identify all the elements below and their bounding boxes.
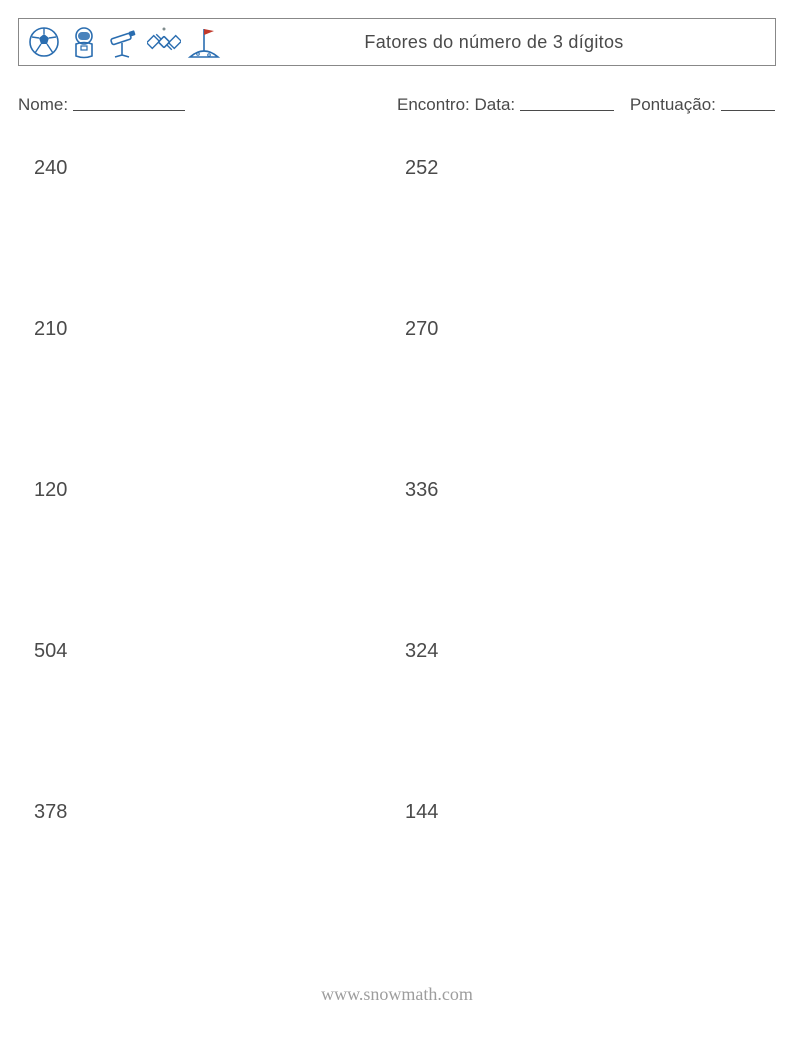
name-label: Nome:: [18, 95, 68, 114]
soccer-ball-icon: [27, 25, 61, 59]
problem-cell: 120: [34, 479, 405, 502]
header-box: Fatores do número de 3 dígitos: [18, 18, 776, 66]
telescope-icon: [107, 25, 141, 59]
date-prefix: Encontro:: [397, 95, 470, 114]
info-row: Nome: Encontro: Data: Pontuação:: [18, 92, 776, 115]
problem-cell: 378: [34, 801, 405, 824]
problem-cell: 324: [405, 640, 776, 663]
score-label: Pontuação:: [630, 95, 716, 114]
date-field: Encontro: Data:: [397, 92, 614, 115]
name-blank: [73, 93, 185, 111]
astronaut-icon: [67, 25, 101, 59]
header-icons: [27, 25, 221, 59]
score-blank: [721, 93, 775, 111]
moon-flag-icon: [187, 25, 221, 59]
footer-watermark: www.snowmath.com: [0, 984, 794, 1005]
score-field: Pontuação:: [630, 92, 775, 115]
problem-cell: 504: [34, 640, 405, 663]
name-field: Nome:: [18, 92, 397, 115]
problems-grid: 240 252 210 270 120 336 504 324 378 144: [18, 157, 776, 824]
date-blank: [520, 93, 614, 111]
problem-cell: 270: [405, 318, 776, 341]
problem-cell: 252: [405, 157, 776, 180]
problem-cell: 240: [34, 157, 405, 180]
problem-cell: 210: [34, 318, 405, 341]
satellite-icon: [147, 25, 181, 59]
date-label: Data:: [475, 95, 516, 114]
problem-cell: 144: [405, 801, 776, 824]
worksheet-title: Fatores do número de 3 dígitos: [221, 32, 767, 53]
problem-cell: 336: [405, 479, 776, 502]
